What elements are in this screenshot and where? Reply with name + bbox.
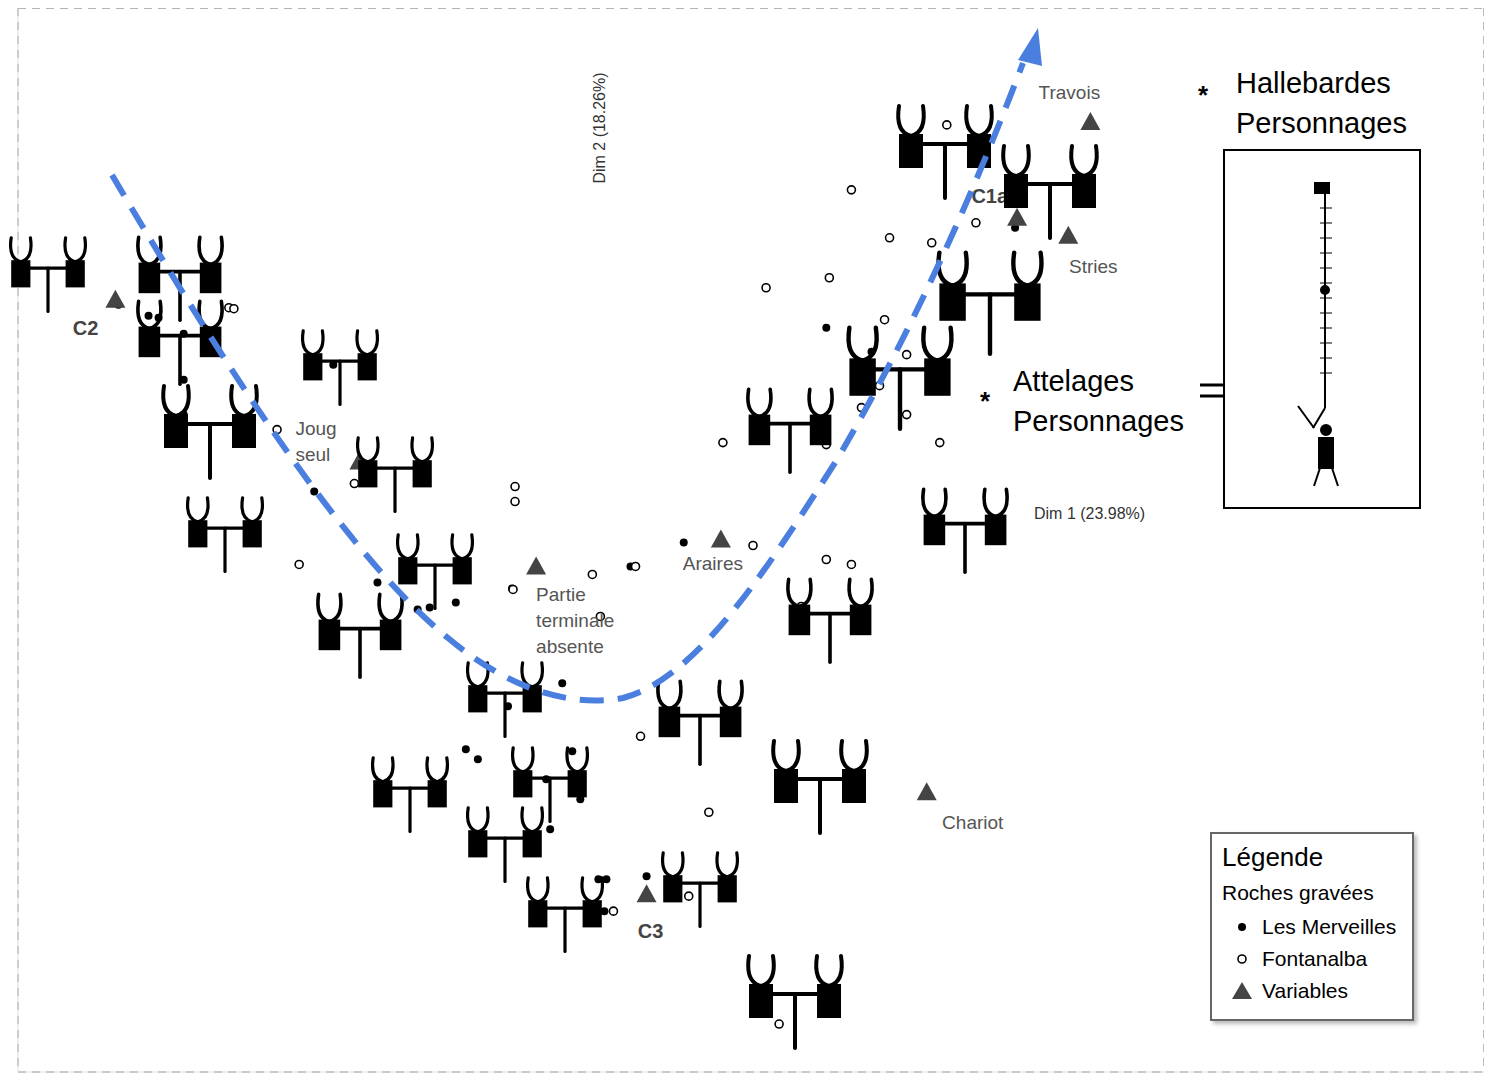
svg-text:Araires: Araires — [683, 553, 743, 574]
svg-text:Partieterminaleabsente: Partieterminaleabsente — [536, 584, 614, 657]
html-text:Légende: Légende — [1222, 842, 1324, 872]
html-text:Personnages: Personnages — [1013, 405, 1184, 437]
svg-text:Chariot: Chariot — [942, 812, 1004, 833]
html-text:Dim 1 (23.98%): Dim 1 (23.98%) — [1034, 505, 1146, 522]
svg-text:Jougseul: Jougseul — [295, 418, 336, 465]
svg-text:C3: C3 — [638, 920, 664, 942]
html-text:Hallebardes: Hallebardes — [1236, 67, 1391, 99]
svg-text:C2: C2 — [73, 317, 99, 339]
svg-text:C1a: C1a — [971, 185, 1009, 207]
html-text:Personnages: Personnages — [1236, 107, 1407, 139]
html-text:Fontanalba: Fontanalba — [1262, 947, 1368, 970]
html-text:Dim 2 (18.26%): Dim 2 (18.26%) — [591, 72, 608, 184]
html-text:Roches gravées: Roches gravées — [1222, 881, 1374, 904]
html-text:Les Merveilles: Les Merveilles — [1262, 915, 1397, 938]
html-text:Variables: Variables — [1262, 979, 1348, 1002]
svg-text:Travois: Travois — [1039, 82, 1101, 103]
html-text:Attelages: Attelages — [1013, 365, 1134, 397]
svg-text:Stries: Stries — [1069, 256, 1118, 277]
